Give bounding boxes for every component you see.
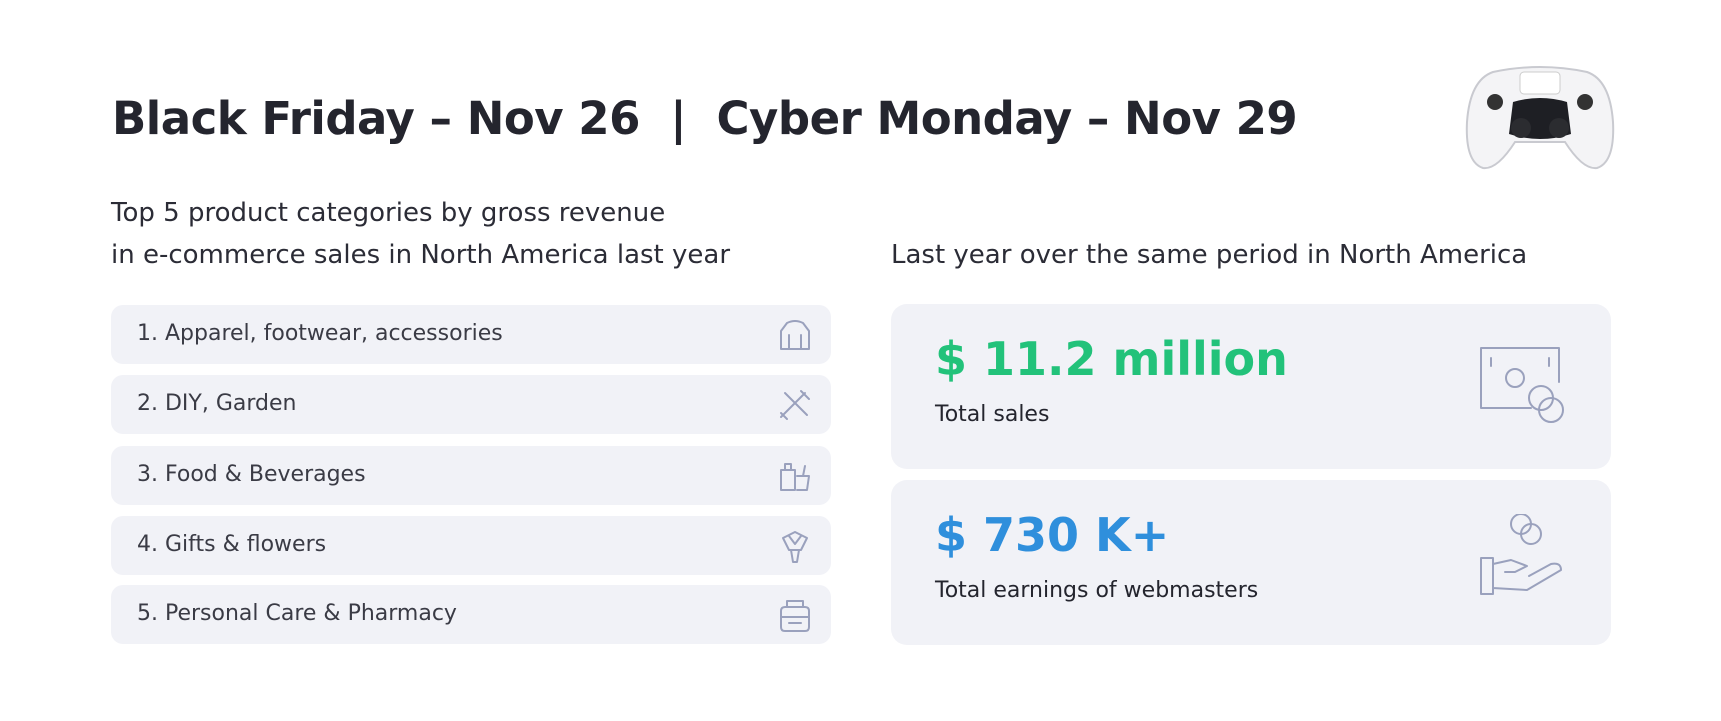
list-item: 2. DIY, Garden <box>111 375 831 434</box>
item-text: 2. DIY, Garden <box>137 391 297 416</box>
controller-image <box>1465 66 1615 170</box>
list-item: 4. Gifts & flowers <box>111 516 831 575</box>
list-item: 1. Apparel, footwear, accessories <box>111 305 831 364</box>
icon <box>780 600 810 632</box>
item-text: 4. Gifts & flowers <box>137 532 327 557</box>
list-item: 3. Food & Beverages <box>111 446 831 505</box>
icon <box>780 463 810 491</box>
icon <box>1480 514 1562 595</box>
item-text: 3. Food & Beverages <box>137 462 366 487</box>
right-subtitle: Last year over the same period in North … <box>891 240 1528 270</box>
stat-value: $ 730 K+ <box>935 508 1170 562</box>
item-text: 5. Personal Care & Pharmacy <box>137 601 457 626</box>
stat-card: $ 730 K+ Total earnings of webmasters <box>891 480 1611 645</box>
item-text: 1. Apparel, footwear, accessories <box>137 321 503 346</box>
stat-card: $ 11.2 million Total sales <box>891 304 1611 469</box>
title: Black Friday – Nov 26 | Cyber Monday – N… <box>112 92 1298 145</box>
stat-value: $ 11.2 million <box>935 332 1288 386</box>
stat-label: Total earnings of webmasters <box>935 578 1259 603</box>
icon <box>780 390 810 420</box>
icon <box>782 531 808 563</box>
icon <box>780 320 810 350</box>
stat-label: Total sales <box>935 402 1050 427</box>
list-item: 5. Personal Care & Pharmacy <box>111 585 831 644</box>
left-subtitle: Top 5 product categories by gross revenu… <box>111 198 666 228</box>
icon <box>1480 347 1564 423</box>
left-subtitle: in e-commerce sales in North America las… <box>111 240 731 270</box>
